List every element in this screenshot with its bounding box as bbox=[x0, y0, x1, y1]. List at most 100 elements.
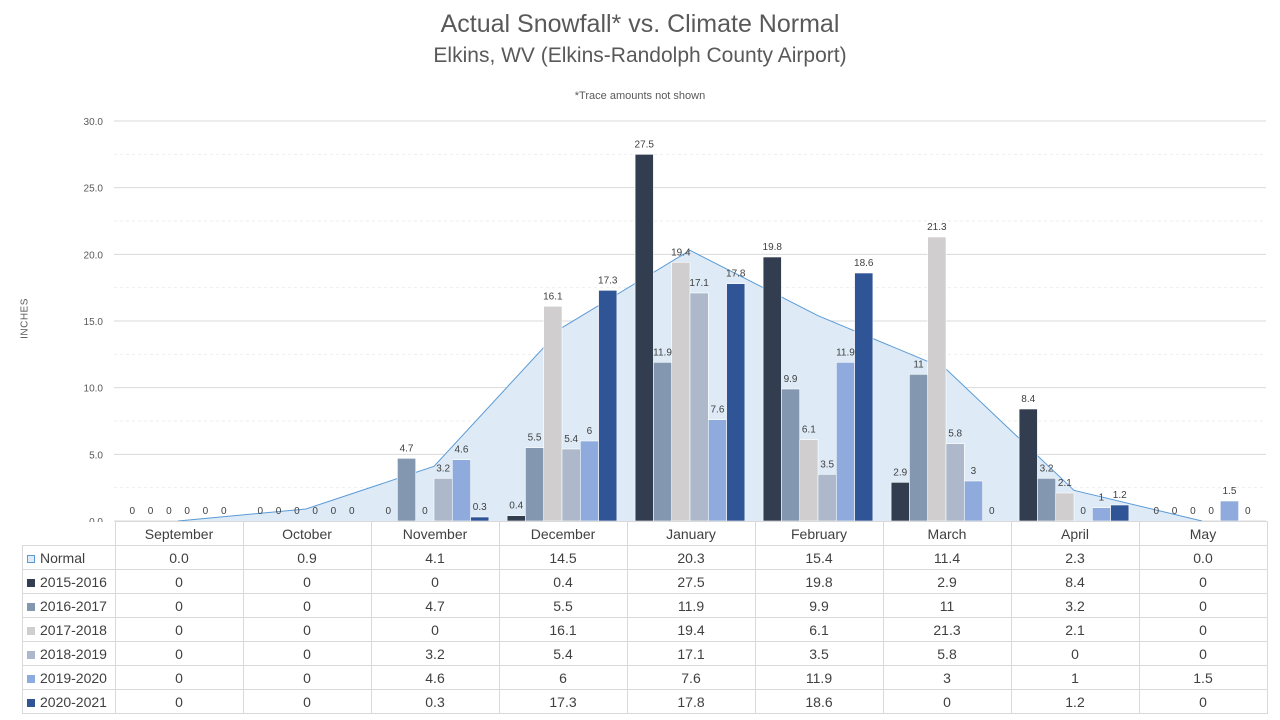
table-cell: 0 bbox=[1138, 641, 1268, 666]
bar bbox=[927, 236, 947, 522]
table-cell: 9.9 bbox=[754, 593, 884, 618]
bar-label: 4.7 bbox=[400, 443, 414, 454]
x-tick-label: March bbox=[882, 521, 1012, 546]
bar-label: 17.8 bbox=[726, 269, 746, 280]
table-cell: 1 bbox=[1010, 665, 1140, 690]
table-row: Normal 0.0 0.9 4.1 14.5 20.3 15.4 11.4 2.3 0.0 bbox=[22, 545, 1268, 570]
table-cell: 0 bbox=[114, 641, 244, 666]
legend-label: 2019-2020 bbox=[40, 669, 107, 686]
bar-label: 0 bbox=[385, 506, 391, 517]
y-tick-label: 30.0 bbox=[84, 117, 104, 128]
bar-label: 19.8 bbox=[763, 242, 783, 253]
table-cell: 0 bbox=[114, 689, 244, 714]
bar bbox=[1220, 500, 1239, 522]
bar-label: 11.9 bbox=[653, 347, 672, 358]
table-cell: 0.0 bbox=[114, 545, 244, 570]
bar-label: 0 bbox=[276, 506, 282, 517]
bar-label: 4.6 bbox=[454, 445, 468, 456]
table-row: 2017-2018 0 0 0 16.1 19.4 6.1 21.3 2.1 0 bbox=[22, 617, 1268, 642]
bar bbox=[835, 362, 855, 522]
bar-label: 0 bbox=[1153, 506, 1159, 517]
table-cell: 3 bbox=[882, 665, 1012, 690]
table-cell: 1.2 bbox=[1010, 689, 1140, 714]
table-cell: 0 bbox=[370, 569, 500, 594]
table-cell: 4.6 bbox=[370, 665, 500, 690]
legend-entry: 2020-2021 bbox=[22, 689, 116, 714]
table-cell: 5.4 bbox=[498, 641, 628, 666]
bars bbox=[397, 154, 1239, 522]
table-cell: 4.7 bbox=[370, 593, 500, 618]
bar-label: 0 bbox=[349, 506, 355, 517]
table-cell: 21.3 bbox=[882, 617, 1012, 642]
legend-label: 2017-2018 bbox=[40, 621, 107, 638]
table-cell: 17.8 bbox=[626, 689, 756, 714]
table-cell: 6.1 bbox=[754, 617, 884, 642]
bar-label: 27.5 bbox=[635, 139, 655, 150]
bar-label: 0 bbox=[989, 506, 995, 517]
bar-label: 2.9 bbox=[893, 467, 907, 478]
bar bbox=[854, 272, 874, 522]
bar-label: 0 bbox=[166, 506, 172, 517]
table-cell: 19.4 bbox=[626, 617, 756, 642]
y-tick-label: 20.0 bbox=[84, 250, 104, 261]
bar-label: 0 bbox=[129, 506, 135, 517]
x-tick-label: October bbox=[242, 521, 372, 546]
snowfall-chart: 0.05.010.015.020.025.030.0 0000.427.519.… bbox=[84, 117, 1266, 522]
legend-label: 2018-2019 bbox=[40, 645, 107, 662]
bar bbox=[799, 439, 819, 522]
legend-swatch bbox=[27, 578, 35, 587]
bar-label: 18.6 bbox=[854, 258, 874, 269]
bar bbox=[525, 447, 545, 522]
legend-swatch bbox=[27, 554, 35, 563]
table-cell: 3.2 bbox=[370, 641, 500, 666]
table-cell: 0 bbox=[242, 689, 372, 714]
legend-swatch bbox=[27, 602, 35, 611]
bar-label: 3.2 bbox=[1040, 463, 1054, 474]
table-row: 2020-2021 0 0 0.3 17.3 17.8 18.6 0 1.2 0 bbox=[22, 689, 1268, 714]
table-cell: 19.8 bbox=[754, 569, 884, 594]
table-cell: 5.5 bbox=[498, 593, 628, 618]
table-cell: 0 bbox=[882, 689, 1012, 714]
y-tick-label: 5.0 bbox=[89, 450, 103, 461]
table-cell: 0 bbox=[242, 593, 372, 618]
x-tick-label: December bbox=[498, 521, 628, 546]
table-cell: 0 bbox=[114, 617, 244, 642]
bar bbox=[945, 443, 965, 522]
table-cell: 17.1 bbox=[626, 641, 756, 666]
table-row: 2019-2020 0 0 4.6 6 7.6 11.9 3 1 1.5 bbox=[22, 665, 1268, 690]
bar-label: 0 bbox=[203, 506, 209, 517]
table-cell: 0 bbox=[1138, 689, 1268, 714]
table-cell: 0.3 bbox=[370, 689, 500, 714]
legend-entry: 2016-2017 bbox=[22, 593, 116, 618]
bar-labels: 0 0 0 0.4 27.5 19.8 2.9 8.4 0 0 0 4.7 5.5 11.9 9.9 11 3.… bbox=[129, 139, 1251, 517]
table-cell: 3.5 bbox=[754, 641, 884, 666]
legend-swatch bbox=[27, 698, 35, 707]
table-cell: 20.3 bbox=[626, 545, 756, 570]
bar-label: 0 bbox=[1190, 506, 1196, 517]
bar bbox=[1110, 504, 1130, 522]
data-table: September October November December January F… bbox=[22, 521, 1268, 714]
bar-label: 0 bbox=[257, 506, 263, 517]
bar bbox=[634, 154, 654, 522]
bar-label: 5.4 bbox=[564, 434, 578, 445]
table-cell: 15.4 bbox=[754, 545, 884, 570]
table-cell: 0 bbox=[370, 617, 500, 642]
bar-label: 21.3 bbox=[927, 222, 947, 233]
bar bbox=[1092, 507, 1111, 522]
legend-label: Normal bbox=[40, 549, 86, 566]
table-corner bbox=[22, 521, 116, 546]
bar-label: 5.5 bbox=[528, 433, 542, 444]
table-cell: 0 bbox=[1138, 593, 1268, 618]
bar bbox=[543, 306, 563, 522]
table-cell: 0 bbox=[1010, 641, 1140, 666]
bar-label: 19.4 bbox=[671, 247, 691, 258]
bar bbox=[1055, 492, 1075, 522]
legend-entry: 2018-2019 bbox=[22, 641, 116, 666]
legend-swatch bbox=[27, 674, 35, 683]
bar-label: 3.5 bbox=[820, 459, 834, 470]
legend-entry: 2015-2016 bbox=[22, 569, 116, 594]
table-cell: 2.1 bbox=[1010, 617, 1140, 642]
bar-label: 17.1 bbox=[689, 278, 709, 289]
x-tick-label: September bbox=[114, 521, 244, 546]
bar bbox=[397, 458, 416, 522]
